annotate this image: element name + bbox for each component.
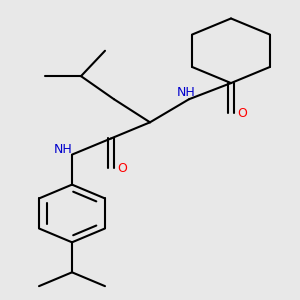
Text: O: O <box>237 106 247 120</box>
Text: NH: NH <box>177 86 195 99</box>
Text: O: O <box>117 162 127 175</box>
Text: NH: NH <box>54 143 72 157</box>
